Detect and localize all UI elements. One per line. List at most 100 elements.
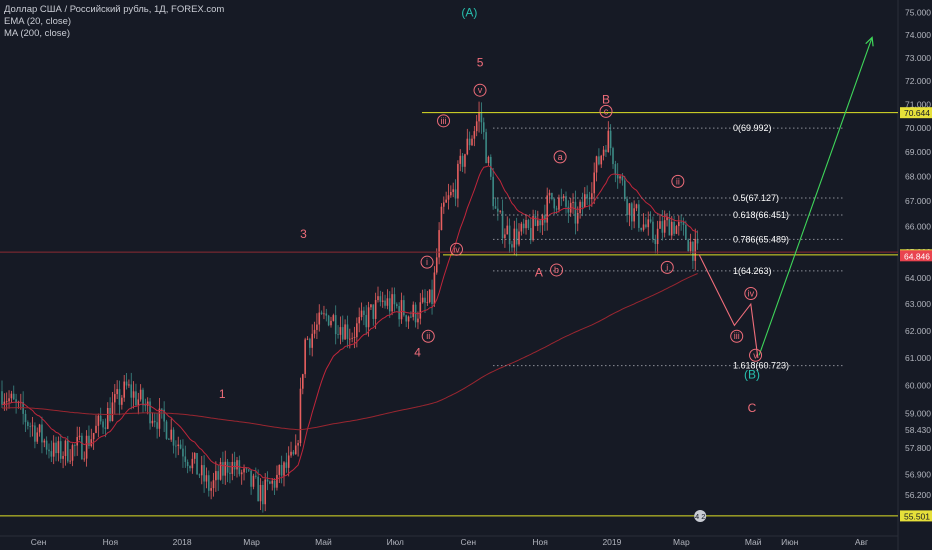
candle-body — [168, 438, 170, 440]
candle-body — [325, 313, 328, 316]
candle-body — [391, 294, 393, 312]
candle-body — [189, 466, 191, 469]
wave-label: (A) — [461, 6, 477, 20]
candle-body — [605, 149, 607, 153]
price-tag[interactable] — [900, 250, 932, 262]
wave-label: A — [535, 266, 543, 280]
candle-body — [388, 298, 391, 312]
x-tick-label: Июн — [781, 537, 798, 547]
candle-body — [339, 327, 342, 335]
candle-body — [10, 393, 13, 399]
projection-arrow[interactable] — [758, 37, 873, 356]
candle-body — [271, 480, 274, 484]
candle-body — [661, 221, 664, 233]
candle-body — [424, 297, 426, 303]
candle-body — [34, 425, 36, 442]
candle-body — [255, 475, 257, 477]
candle-body — [15, 399, 17, 403]
candle-body — [565, 196, 567, 207]
candle-body — [182, 448, 184, 457]
candle-body — [12, 393, 15, 400]
candle-body — [210, 488, 212, 491]
candle-body — [438, 230, 440, 258]
candle-body — [555, 208, 558, 210]
candle-body — [285, 462, 288, 468]
candle-body — [666, 217, 668, 221]
candle-body — [85, 435, 88, 459]
y-tick-label: 72.000 — [905, 76, 931, 86]
y-tick-label: 69.000 — [905, 147, 931, 157]
candle-body — [428, 289, 431, 303]
candle-body — [513, 228, 516, 248]
wave-marker — [553, 150, 567, 164]
candle-body — [269, 481, 271, 484]
candle-body — [290, 451, 292, 456]
candle-body — [67, 440, 69, 462]
candle-body — [459, 155, 462, 164]
candle-body — [600, 155, 603, 165]
candle-body — [621, 176, 624, 181]
wave-label: 1 — [219, 387, 226, 401]
wave-marker — [550, 263, 564, 277]
candle-body — [457, 163, 459, 199]
candle-body — [161, 408, 163, 410]
candle-body — [574, 201, 577, 224]
x-tick-label: Ноя — [103, 537, 119, 547]
candle-body — [245, 468, 248, 470]
candle-body — [670, 221, 673, 236]
candle-body — [90, 439, 93, 447]
candle-body — [367, 307, 370, 328]
ema-legend: EMA (20, close) — [4, 16, 72, 27]
candle-body — [287, 455, 290, 468]
candle-body — [384, 300, 386, 306]
wave-label: ii — [676, 176, 680, 186]
y-tick-label: 56.200 — [905, 490, 931, 500]
candle-body — [278, 464, 281, 475]
candle-body — [635, 204, 638, 209]
candle-body — [62, 456, 64, 459]
candle-body — [466, 138, 469, 155]
candle-body — [346, 324, 349, 339]
candle-body — [48, 449, 50, 452]
wave-marker — [420, 255, 434, 269]
price-tag[interactable] — [900, 107, 932, 119]
candle-body — [518, 231, 520, 245]
candle-body — [360, 310, 363, 318]
candle-body — [276, 474, 278, 488]
projection-path[interactable] — [698, 254, 759, 359]
candle-body — [252, 475, 255, 487]
candle-body — [692, 241, 694, 261]
candle-body — [266, 479, 269, 482]
price-tag[interactable] — [900, 510, 932, 522]
candle-body — [537, 220, 539, 226]
candle-body — [137, 399, 140, 406]
candle-body — [689, 241, 692, 252]
ema-line — [1, 165, 698, 481]
candle-body — [372, 304, 375, 319]
candle-body — [114, 394, 116, 403]
events-badge[interactable] — [694, 510, 707, 522]
candle-body — [320, 312, 323, 315]
wave-marker — [473, 83, 487, 97]
candle-body — [165, 421, 168, 439]
wave-label: v — [478, 85, 483, 95]
candle-body — [508, 225, 511, 245]
fib-level-label: 0(69.992) — [733, 123, 772, 133]
candle-body — [38, 424, 41, 433]
y-tick-label: 58.430 — [905, 425, 931, 435]
candle-body — [581, 201, 584, 208]
y-tick-label: 57.800 — [905, 443, 931, 453]
candle-body — [217, 471, 219, 480]
candle-body — [222, 462, 224, 476]
candle-body — [480, 112, 483, 123]
candle-body — [283, 462, 285, 476]
candle-body — [452, 189, 454, 192]
candle-body — [405, 315, 407, 322]
candle-body — [299, 388, 302, 444]
wave-label: 4 — [414, 346, 421, 360]
candle-body — [102, 421, 104, 428]
wave-marker — [599, 104, 613, 118]
candle-body — [292, 451, 295, 455]
fib-level-label: 1(64.263) — [733, 266, 772, 276]
